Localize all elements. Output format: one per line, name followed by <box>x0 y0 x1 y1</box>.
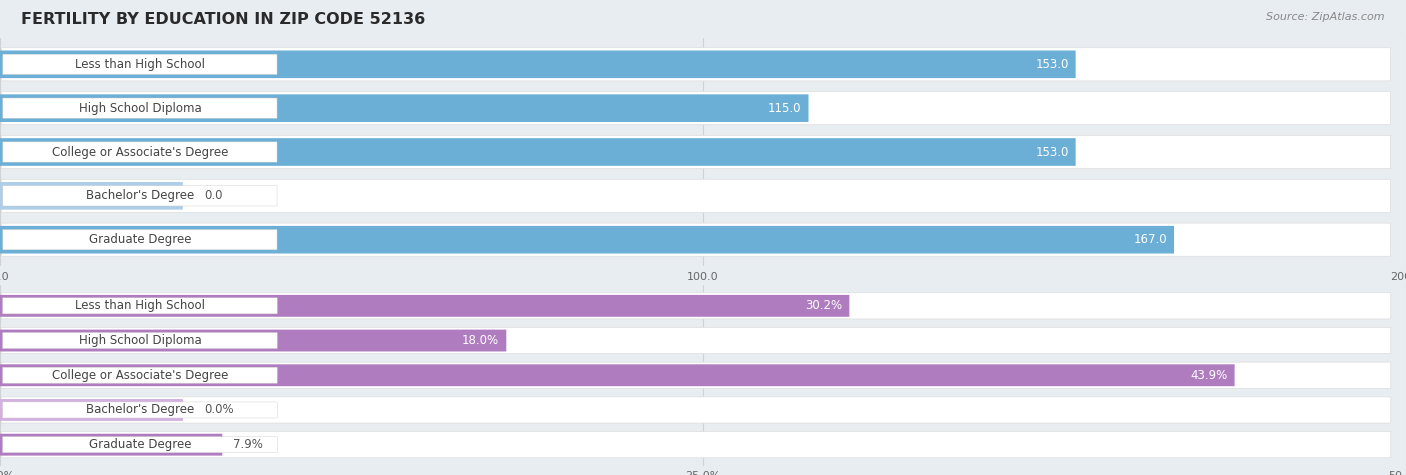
FancyBboxPatch shape <box>3 186 277 206</box>
Text: 7.9%: 7.9% <box>233 438 263 451</box>
FancyBboxPatch shape <box>1 48 1391 81</box>
FancyBboxPatch shape <box>0 50 1076 78</box>
FancyBboxPatch shape <box>1 223 1391 256</box>
Text: 0.0: 0.0 <box>204 190 222 202</box>
FancyBboxPatch shape <box>3 298 277 314</box>
Text: 0.0%: 0.0% <box>204 403 233 417</box>
Text: 153.0: 153.0 <box>1035 145 1069 159</box>
Text: FERTILITY BY EDUCATION IN ZIP CODE 52136: FERTILITY BY EDUCATION IN ZIP CODE 52136 <box>21 12 426 27</box>
Text: College or Associate's Degree: College or Associate's Degree <box>52 145 228 159</box>
Text: 153.0: 153.0 <box>1035 58 1069 71</box>
FancyBboxPatch shape <box>3 229 277 250</box>
FancyBboxPatch shape <box>3 142 277 162</box>
Text: Graduate Degree: Graduate Degree <box>89 233 191 246</box>
FancyBboxPatch shape <box>1 362 1391 389</box>
Text: 18.0%: 18.0% <box>463 334 499 347</box>
FancyBboxPatch shape <box>0 95 808 122</box>
FancyBboxPatch shape <box>3 98 277 118</box>
Text: 115.0: 115.0 <box>768 102 801 114</box>
Text: High School Diploma: High School Diploma <box>79 102 201 114</box>
FancyBboxPatch shape <box>3 437 277 453</box>
Text: 167.0: 167.0 <box>1133 233 1167 246</box>
FancyBboxPatch shape <box>0 434 222 456</box>
Text: Less than High School: Less than High School <box>75 58 205 71</box>
FancyBboxPatch shape <box>0 295 849 317</box>
Text: 30.2%: 30.2% <box>806 299 842 313</box>
Text: Less than High School: Less than High School <box>75 299 205 313</box>
FancyBboxPatch shape <box>3 402 277 418</box>
FancyBboxPatch shape <box>0 182 183 209</box>
FancyBboxPatch shape <box>1 293 1391 319</box>
FancyBboxPatch shape <box>1 179 1391 212</box>
FancyBboxPatch shape <box>0 226 1174 254</box>
Text: 43.9%: 43.9% <box>1191 369 1227 382</box>
FancyBboxPatch shape <box>1 327 1391 354</box>
FancyBboxPatch shape <box>0 330 506 352</box>
FancyBboxPatch shape <box>3 54 277 75</box>
Text: College or Associate's Degree: College or Associate's Degree <box>52 369 228 382</box>
FancyBboxPatch shape <box>3 332 277 349</box>
FancyBboxPatch shape <box>0 399 183 421</box>
FancyBboxPatch shape <box>1 432 1391 458</box>
Text: Graduate Degree: Graduate Degree <box>89 438 191 451</box>
FancyBboxPatch shape <box>3 367 277 383</box>
Text: Source: ZipAtlas.com: Source: ZipAtlas.com <box>1267 12 1385 22</box>
FancyBboxPatch shape <box>1 397 1391 423</box>
Text: High School Diploma: High School Diploma <box>79 334 201 347</box>
FancyBboxPatch shape <box>1 135 1391 169</box>
FancyBboxPatch shape <box>0 138 1076 166</box>
Text: Bachelor's Degree: Bachelor's Degree <box>86 403 194 417</box>
FancyBboxPatch shape <box>0 364 1234 386</box>
FancyBboxPatch shape <box>1 92 1391 125</box>
Text: Bachelor's Degree: Bachelor's Degree <box>86 190 194 202</box>
